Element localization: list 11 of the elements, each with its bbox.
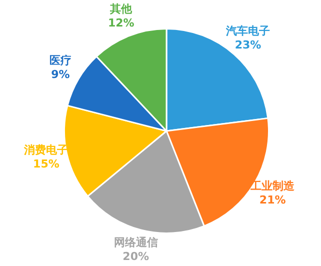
- slice-label: 汽车电子: [225, 24, 270, 38]
- data-label: 12%: [108, 16, 134, 30]
- slice-label: 网络通信: [114, 236, 158, 250]
- data-label: 20%: [122, 250, 150, 264]
- slice-label: 其他: [109, 2, 134, 16]
- slice-label: 医疗: [49, 54, 72, 68]
- data-label: 21%: [259, 194, 286, 207]
- data-label: 15%: [33, 158, 60, 171]
- data-label: 23%: [234, 38, 262, 52]
- data-label: 9%: [51, 68, 70, 82]
- slice-label: 消费电子: [23, 144, 68, 157]
